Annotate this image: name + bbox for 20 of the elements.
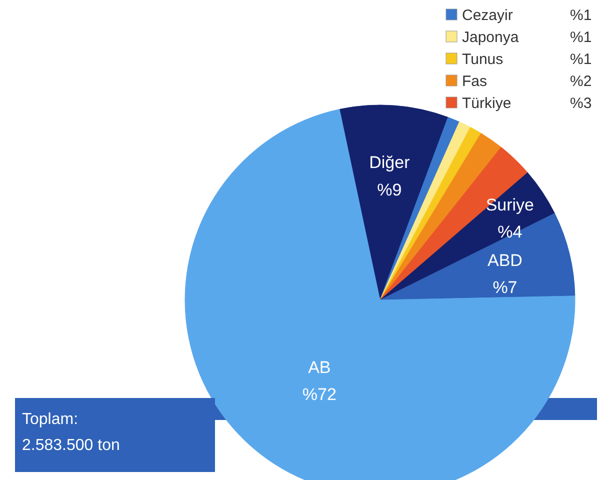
data-label: %7 xyxy=(492,278,518,298)
legend-label: Türkiye xyxy=(462,95,512,112)
data-label: %4 xyxy=(498,222,522,242)
data-label: %1 xyxy=(570,7,592,24)
data-label: %1 xyxy=(570,29,592,46)
legend-label: Cezayir xyxy=(462,7,513,24)
legend-label: Japonya xyxy=(462,29,520,46)
legend-label: Tunus xyxy=(462,51,504,68)
data-label: %2 xyxy=(570,73,592,90)
slice-label: ABD xyxy=(488,250,522,270)
text: Toplam: xyxy=(22,411,78,428)
slice-label: Suriye xyxy=(486,195,534,214)
slice-label: Diğer xyxy=(369,153,410,172)
data-label: %1 xyxy=(570,51,592,68)
text: 2.583.500 ton xyxy=(22,437,120,454)
data-label: %72 xyxy=(302,385,336,404)
data-label: %3 xyxy=(570,95,592,112)
legend-label: Fas xyxy=(462,73,488,90)
slice-label: AB xyxy=(308,358,331,378)
data-label: %9 xyxy=(377,180,402,200)
